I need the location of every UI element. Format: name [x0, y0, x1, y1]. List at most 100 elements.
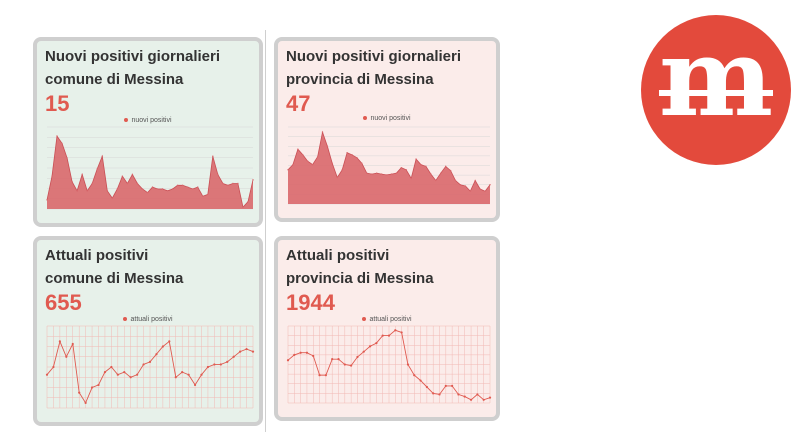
data-point: [361, 162, 363, 165]
data-point: [381, 334, 384, 337]
data-point: [305, 351, 309, 354]
data-point: [318, 374, 321, 377]
data-point: [430, 173, 432, 175]
data-point: [419, 379, 422, 382]
data-point: [302, 154, 304, 156]
data-point: [444, 384, 447, 387]
data-point: [449, 169, 452, 172]
legend-label: nuovi positivi: [131, 117, 172, 124]
data-point: [341, 169, 343, 171]
legend-label: attuali positivi: [130, 316, 173, 323]
data-point: [451, 384, 454, 387]
data-point: [346, 151, 348, 154]
data-point: [96, 168, 98, 170]
legend-label: nuovi positivi: [370, 115, 411, 122]
data-point: [219, 363, 222, 366]
legend: nuovi positivi: [278, 115, 496, 122]
series-line: [46, 135, 254, 209]
data-point: [343, 363, 346, 366]
data-point: [106, 190, 108, 192]
data-point: [58, 340, 61, 343]
data-point: [212, 155, 214, 157]
data-point: [362, 350, 365, 353]
data-point: [90, 386, 94, 389]
data-point: [415, 158, 417, 160]
data-point: [395, 172, 398, 174]
data-point: [385, 174, 388, 176]
data-point: [350, 364, 353, 367]
data-point: [52, 365, 55, 369]
data-point: [131, 173, 134, 176]
m-logo-glyph: m: [658, 15, 774, 141]
data-point: [368, 345, 372, 348]
data-point: [247, 201, 249, 203]
data-point: [479, 188, 481, 190]
data-point: [111, 197, 114, 199]
legend: nuovi positivi: [37, 117, 259, 124]
data-point: [312, 354, 315, 358]
data-point: [181, 371, 184, 374]
data-point: [202, 195, 204, 197]
data-point: [380, 173, 383, 175]
data-point: [206, 365, 210, 369]
data-point: [86, 190, 88, 192]
data-point: [97, 383, 100, 387]
data-point: [200, 373, 203, 376]
data-point: [148, 360, 152, 363]
data-point: [366, 172, 368, 174]
data-point: [464, 185, 467, 187]
data-point: [84, 401, 87, 404]
card-title: Attuali positivi comune di Messina: [45, 247, 184, 287]
data-point: [463, 395, 466, 398]
data-point: [222, 182, 224, 185]
chart-card-nuovi-comune: Nuovi positivi giornalieri comune di Mes…: [33, 37, 263, 227]
data-point: [440, 172, 442, 174]
data-point: [176, 184, 179, 187]
data-point: [410, 177, 412, 180]
data-point: [101, 155, 103, 157]
data-point: [474, 179, 476, 182]
data-point: [444, 165, 447, 168]
data-point: [71, 180, 73, 183]
data-point: [251, 350, 255, 353]
data-point: [371, 173, 373, 175]
data-point: [226, 360, 229, 363]
data-point: [161, 188, 164, 190]
chart-svg: [46, 126, 254, 210]
data-point: [207, 193, 209, 196]
data-point: [336, 176, 338, 179]
data-point: [136, 182, 139, 185]
data-point: [166, 190, 169, 192]
data-point: [316, 156, 319, 158]
data-point: [394, 329, 397, 332]
data-point: [186, 186, 189, 188]
data-point: [488, 396, 492, 399]
data-point: [476, 393, 479, 396]
headline-value: 15: [45, 91, 70, 116]
data-point: [146, 191, 149, 194]
data-point: [482, 398, 485, 401]
headline-value: 655: [45, 290, 82, 315]
data-point: [337, 358, 340, 361]
data-point: [46, 199, 48, 201]
headline-value: 1944: [286, 290, 335, 315]
data-point: [387, 334, 391, 337]
data-point: [438, 393, 441, 396]
m-logo-bar: [659, 90, 773, 96]
card-title: Nuovi positivi giornalieri provincia di …: [286, 48, 462, 88]
data-point: [400, 331, 403, 334]
data-point: [286, 359, 290, 362]
data-point: [81, 173, 83, 176]
data-point: [413, 374, 416, 377]
data-point: [192, 188, 194, 190]
data-point: [121, 175, 124, 177]
data-point: [425, 385, 428, 389]
series-area: [288, 132, 490, 204]
data-point: [237, 182, 239, 185]
data-point: [171, 188, 174, 190]
data-point: [406, 363, 410, 366]
data-point: [51, 175, 53, 177]
data-point: [232, 355, 235, 358]
data-point: [435, 179, 437, 182]
data-point: [469, 398, 473, 401]
